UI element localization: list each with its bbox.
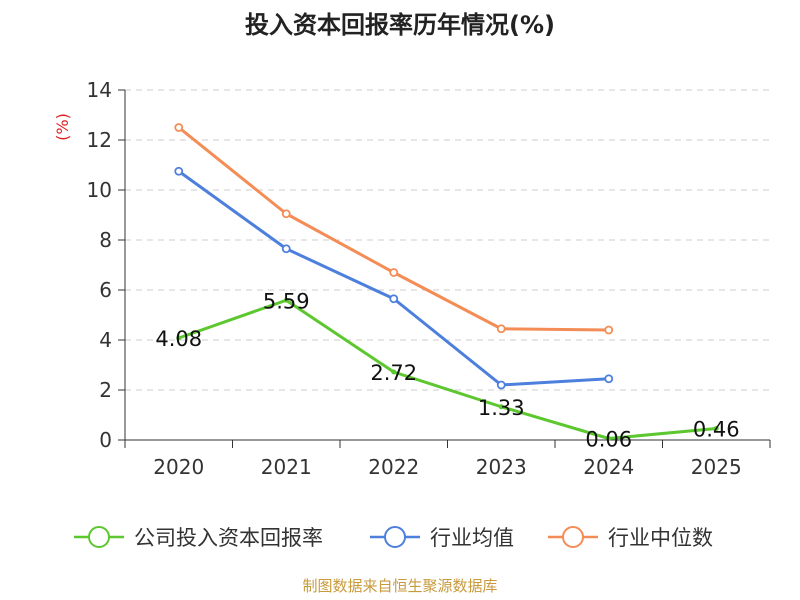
y-tick-label: 0: [99, 428, 112, 452]
legend: 公司投入资本回报率 行业均值 行业中位数: [74, 526, 713, 550]
legend-item-industry_median: 行业中位数: [548, 526, 713, 550]
legend-label-industry_median: 行业中位数: [608, 526, 713, 550]
y-tick-label: 6: [99, 278, 112, 302]
x-tick-label-2021: 2021: [261, 455, 312, 479]
point-industry_median-2024: [604, 325, 614, 335]
y-tick-label: 4: [99, 328, 112, 352]
legend-item-company: 公司投入资本回报率: [74, 526, 323, 550]
x-tick-label-2023: 2023: [476, 455, 527, 479]
legend-label-company: 公司投入资本回报率: [134, 526, 323, 550]
y-tick-label: 12: [87, 128, 112, 152]
legend-label-industry_avg: 行业均值: [430, 526, 514, 550]
point-industry_avg-2023: [496, 380, 506, 390]
x-tick-label-2020: 2020: [153, 455, 204, 479]
y-tick-label: 10: [87, 178, 112, 202]
point-industry_avg-2022: [389, 294, 399, 304]
data-labels: 4.08 5.59 2.72 1.33 0.06 0.46: [155, 289, 739, 451]
point-industry_avg-2020: [174, 166, 184, 176]
legend-marker-company: [88, 526, 110, 548]
legend-item-industry_avg: 行业均值: [370, 526, 514, 550]
point-company-2023: [498, 404, 504, 410]
y-tick-label: 2: [99, 378, 112, 402]
point-company-2020: [176, 335, 182, 341]
point-industry_avg-2024: [604, 374, 614, 384]
legend-marker-industry_median: [562, 526, 584, 548]
point-industry_avg-2021: [281, 244, 291, 254]
point-industry_median-2023: [496, 324, 506, 334]
point-company-2022: [391, 369, 397, 375]
data-label-2023: 1.33: [478, 396, 525, 420]
chart-title: 投入资本回报率历年情况(%): [245, 11, 555, 39]
y-tick-label: 8: [99, 228, 112, 252]
point-industry_median-2020: [174, 123, 184, 132]
x-tick-label-2024: 2024: [583, 455, 634, 479]
data-label-2021: 5.59: [263, 289, 310, 313]
x-tick-label-2025: 2025: [691, 455, 742, 479]
data-label-2022: 2.72: [370, 361, 417, 385]
series-layer: [174, 123, 717, 440]
point-company-2021: [283, 297, 289, 303]
point-industry_median-2021: [281, 209, 291, 219]
series-line-industry_avg: [177, 170, 609, 387]
point-industry_median-2022: [389, 268, 399, 277]
y-axis-label: (%): [53, 113, 72, 141]
data-label-2020: 4.08: [155, 327, 202, 351]
legend-marker-industry_avg: [384, 526, 406, 548]
source-note: 制图数据来自恒生聚源数据库: [302, 577, 497, 595]
data-label-2024: 0.06: [585, 428, 632, 452]
x-tick-label-2022: 2022: [368, 455, 419, 479]
grid-lines: [125, 89, 770, 391]
y-tick-label: 14: [87, 78, 112, 102]
data-label-2025: 0.46: [693, 418, 740, 442]
point-company-2024: [606, 436, 612, 441]
axes: 0 2 4 6 8 10 12 14 2020 2021 2022 2023 2024 2025: [87, 78, 771, 479]
series-line-company: [178, 298, 717, 440]
point-company-2025: [713, 426, 719, 431]
